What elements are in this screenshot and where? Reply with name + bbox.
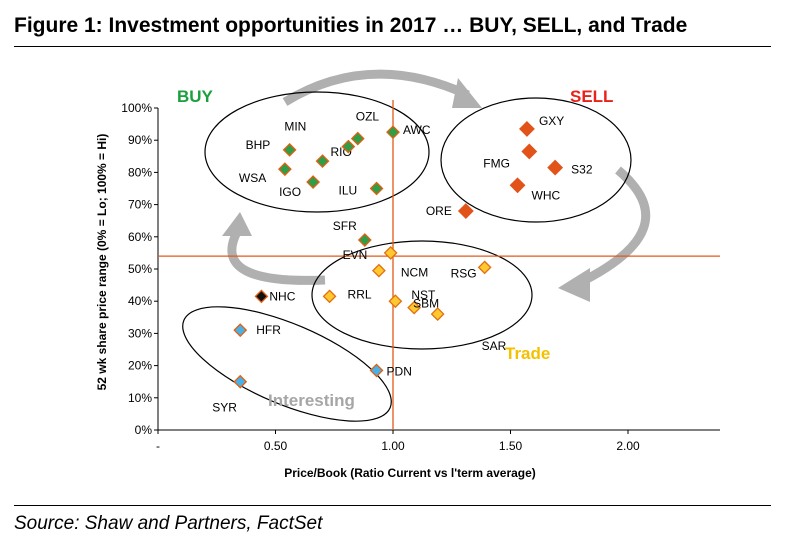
data-label-sbm: SBM [413, 297, 439, 311]
y-tick-labels: 0% 10% 20% 30% 40% 50% 60% 70% 80% 90% 100% [121, 101, 158, 437]
cycle-arrowhead-trade-to-buy [222, 212, 252, 236]
data-point-whc [509, 177, 526, 194]
data-label-nst: NST [411, 288, 436, 302]
y-tick-label: 60% [128, 230, 152, 244]
buy-group-label: BUY [177, 87, 214, 106]
data-label-nhc: NHC [269, 289, 295, 303]
data-point-fmg [521, 143, 538, 160]
data-point-wsa [277, 162, 292, 177]
data-point-syr [233, 374, 248, 389]
data-point-s32 [547, 159, 564, 176]
data-label-gxy: GXY [539, 114, 564, 128]
data-point-ilu [369, 181, 384, 196]
data-point-gxy [519, 121, 535, 137]
y-tick-label: 30% [128, 326, 152, 340]
data-label-sfr: SFR [333, 219, 357, 233]
data-point-ncm [371, 263, 386, 278]
source-rule [14, 505, 771, 506]
cycle-arrowhead-sell-to-trade [558, 268, 590, 302]
title-rule [14, 46, 771, 47]
data-point-rsg [477, 260, 492, 275]
source-note: Source: Shaw and Partners, FactSet [14, 513, 323, 534]
data-point-sfr [357, 233, 372, 247]
x-tick-label: - [156, 439, 160, 453]
x-tick-label: 0.50 [264, 439, 288, 453]
y-tick-label: 20% [128, 359, 152, 373]
y-tick-label: 10% [128, 391, 152, 405]
cycle-arrow-trade-to-buy [227, 229, 326, 285]
data-point-ozl [350, 131, 365, 146]
data-label-hfr: HFR [256, 323, 281, 337]
y-tick-label: 40% [128, 294, 152, 308]
x-tick-label: 2.00 [616, 439, 640, 453]
data-label-ncm: NCM [401, 266, 428, 280]
data-label-fmg: FMG [483, 156, 510, 170]
data-label-awc: AWC [403, 123, 431, 137]
cycle-arrow-buy-to-sell [282, 69, 470, 106]
data-point-evn [383, 245, 398, 260]
data-point-awc [386, 125, 400, 140]
data-label-min: MIN [284, 120, 306, 134]
y-tick-label: 80% [128, 165, 152, 179]
data-point-bhp [282, 142, 297, 157]
data-label-igo: IGO [279, 185, 301, 199]
buy-group-ellipse [204, 91, 430, 213]
cycle-arrow-sell-to-trade [573, 166, 651, 290]
data-point-nst [388, 294, 403, 309]
data-point-sbm [407, 300, 422, 315]
y-tick-label: 0% [135, 423, 153, 437]
data-label-ilu: ILU [339, 184, 358, 198]
figure-title: Figure 1: Investment opportunities in 20… [14, 14, 688, 37]
data-point-pdn [369, 363, 384, 378]
data-point-ore [457, 203, 474, 219]
data-point-rrl [322, 289, 337, 304]
cycle-arrowhead-buy-to-sell [452, 78, 482, 108]
data-label-wsa: WSA [239, 171, 266, 185]
data-point-hfr [233, 323, 248, 338]
x-tick-label: 1.00 [381, 439, 405, 453]
data-label-ozl: OZL [356, 110, 380, 124]
data-label-whc: WHC [532, 188, 561, 202]
data-label-s32: S32 [571, 163, 593, 177]
x-tick-label: 1.50 [499, 439, 523, 453]
sell-group-label: SELL [570, 87, 613, 106]
data-point-rio [315, 154, 330, 169]
y-tick-label: 50% [128, 262, 152, 276]
data-point-min [341, 139, 356, 154]
data-label-syr: SYR [212, 401, 237, 415]
scatter-chart: 0% 10% 20% 30% 40% 50% 60% 70% 80% 90% 100% - 0.50 1… [95, 69, 720, 480]
y-axis-title: 52 wk share price range (0% = Lo; 100% =… [95, 134, 109, 391]
x-axis-title: Price/Book (Ratio Current vs l'term aver… [284, 466, 536, 480]
sell-group-ellipse [440, 97, 632, 223]
data-label-evn: EVN [343, 248, 368, 262]
trade-group-label: Trade [505, 344, 550, 363]
interesting-group-label: Interesting [268, 391, 355, 410]
data-label-pdn: PDN [387, 364, 412, 378]
data-point-igo [306, 175, 321, 189]
trade-group-ellipse [311, 240, 533, 350]
data-point-sar [430, 307, 445, 321]
data-label-rsg: RSG [451, 266, 477, 280]
y-tick-label: 100% [121, 101, 152, 115]
data-label-ore: ORE [426, 204, 452, 218]
y-tick-label: 70% [128, 198, 152, 212]
data-point-nhc [254, 289, 269, 304]
data-label-bhp: BHP [246, 138, 271, 152]
y-tick-label: 90% [128, 133, 152, 147]
interesting-group-ellipse [182, 306, 392, 422]
data-label-rrl: RRL [348, 287, 372, 301]
data-label-sar: SAR [482, 339, 507, 353]
x-tick-labels: - 0.50 1.00 1.50 2.00 [156, 430, 640, 453]
